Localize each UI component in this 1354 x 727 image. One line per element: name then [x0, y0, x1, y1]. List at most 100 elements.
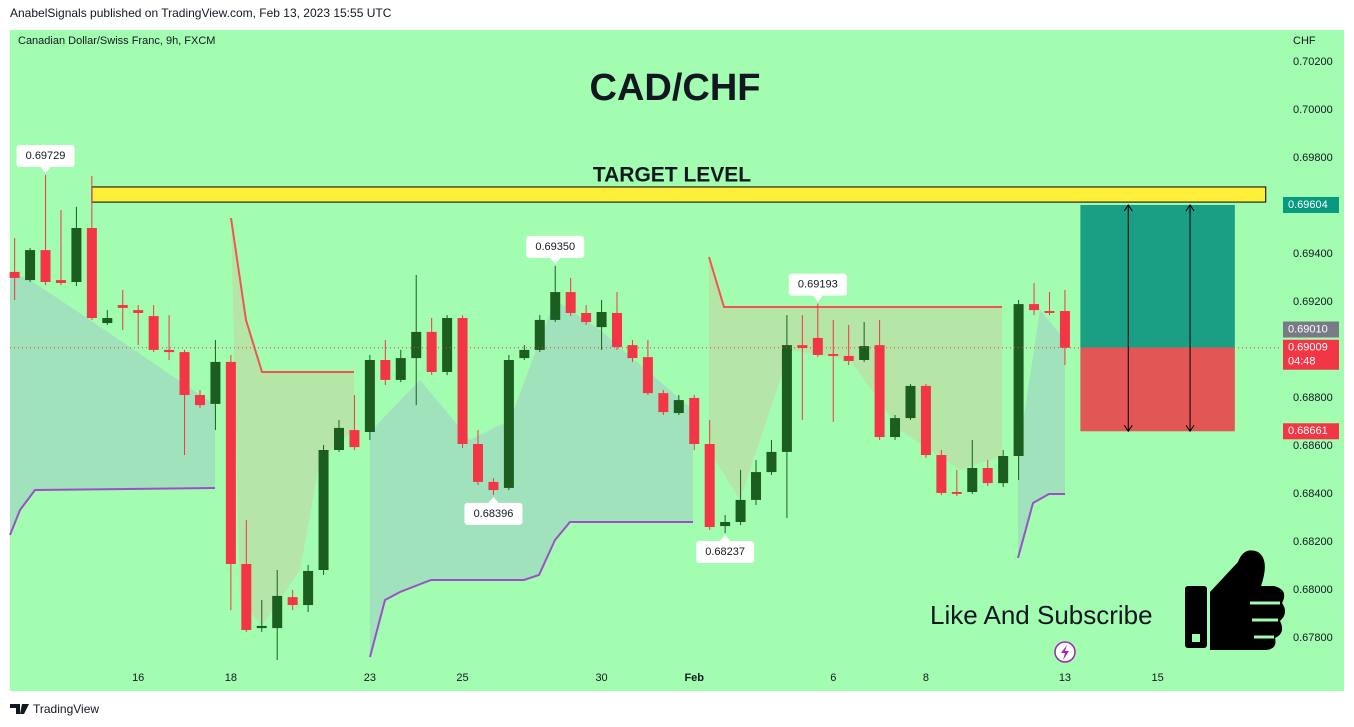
candle-body [828, 354, 839, 356]
candle-body [1059, 311, 1070, 348]
candle-body [287, 597, 298, 606]
callout-pointer [550, 257, 561, 264]
candle-body [627, 345, 638, 359]
candle-body [411, 331, 422, 359]
target-label: TARGET LEVEL [593, 164, 751, 187]
price-tag [1283, 423, 1339, 440]
chart-title: CAD/CHF [590, 67, 761, 109]
candle-body [117, 305, 128, 308]
lightning-icon [1054, 641, 1076, 663]
price-tag-sublabel: 04:48 [1288, 356, 1316, 368]
candle-body [565, 292, 576, 313]
candle-body [951, 492, 962, 494]
candle-body [874, 345, 885, 438]
candle-body [25, 250, 36, 281]
position-loss [1080, 347, 1235, 432]
position-arrow-head [1185, 204, 1195, 433]
candle-body [133, 310, 144, 313]
y-tick-label: 0.68600 [1293, 440, 1333, 452]
candle-body [349, 430, 360, 448]
callout-label: 0.69350 [535, 241, 575, 253]
footer-logo [10, 704, 29, 714]
target-band [91, 186, 1267, 203]
candle-body [1029, 304, 1040, 311]
callout-label: 0.68396 [474, 508, 514, 520]
currency: CHF [1293, 35, 1316, 47]
candle-body [333, 427, 344, 450]
indicator-line [708, 256, 1002, 308]
x-tick-label: 16 [132, 672, 144, 684]
x-tick-label: Feb [684, 672, 704, 684]
candle-body [967, 468, 978, 492]
indicator-area [10, 272, 215, 535]
candle-body [318, 450, 329, 570]
price-tag-label: 0.68661 [1288, 425, 1328, 437]
candle-body [503, 360, 514, 488]
y-tick-label: 0.68000 [1293, 584, 1333, 596]
candle-body [303, 570, 314, 606]
candle-body [488, 481, 499, 491]
candle-body [1013, 304, 1024, 456]
indicator-overlay [9, 217, 1065, 658]
candle-body [920, 385, 931, 456]
candle-body [148, 316, 159, 350]
footer: TradingView [33, 702, 99, 716]
candle-body [642, 357, 653, 394]
candle-body [102, 318, 113, 324]
candle-body [936, 455, 947, 493]
candle-body [890, 418, 901, 438]
candle-body [164, 349, 175, 353]
price-tag [1283, 321, 1339, 338]
indicator-area [1018, 310, 1065, 558]
callout-pointer [720, 535, 731, 542]
x-tick-label: 25 [456, 672, 468, 684]
price-tag-label: 0.69009 [1288, 342, 1328, 354]
price-tag-label: 0.69604 [1288, 199, 1328, 211]
candle-body [194, 395, 205, 406]
candle-body [982, 468, 993, 484]
callout-pointer [812, 295, 823, 302]
callout-box [16, 144, 75, 167]
candle-body [689, 397, 700, 444]
candle-body [473, 444, 484, 482]
y-tick-label: 0.67800 [1293, 632, 1333, 644]
candle-body [519, 349, 530, 359]
x-tick-label: 8 [923, 672, 929, 684]
candle-body [241, 564, 252, 630]
candle-body [859, 346, 870, 360]
candle-body [673, 400, 684, 414]
candle-body [843, 355, 854, 361]
price-tag-label: 0.69010 [1288, 323, 1328, 335]
header: AnabelSignals published on TradingView.c… [10, 6, 392, 20]
candle-body [210, 361, 221, 404]
thumbs-up-icon [1185, 550, 1286, 650]
price-tag [1283, 339, 1339, 370]
y-tick-label: 0.68200 [1293, 536, 1333, 548]
candle-body [905, 385, 916, 419]
subtitle: Canadian Dollar/Swiss Franc, 9h, FXCM [18, 35, 215, 47]
y-tick-label: 0.69800 [1293, 152, 1333, 164]
candle-body [426, 331, 437, 372]
price-tag [1283, 196, 1339, 213]
candle-body [596, 312, 607, 328]
candle-body [225, 361, 236, 564]
candle-body [812, 337, 823, 355]
callout-box [464, 502, 523, 525]
candle-body [272, 595, 283, 629]
candle-body [534, 319, 545, 350]
x-tick-label: 6 [830, 672, 836, 684]
candle-body [9, 271, 20, 278]
indicator-line [369, 521, 693, 658]
y-tick-label: 0.69200 [1293, 296, 1333, 308]
y-tick-label: 0.70200 [1293, 56, 1333, 68]
indicator-line [9, 487, 216, 536]
candle-body [457, 318, 468, 444]
candle-body [40, 250, 51, 282]
callout-box [526, 235, 585, 258]
candle-body [550, 292, 561, 320]
candle-body [395, 358, 406, 380]
position-profit [1080, 204, 1235, 348]
candle-body [781, 345, 792, 452]
candle-body [55, 280, 66, 283]
